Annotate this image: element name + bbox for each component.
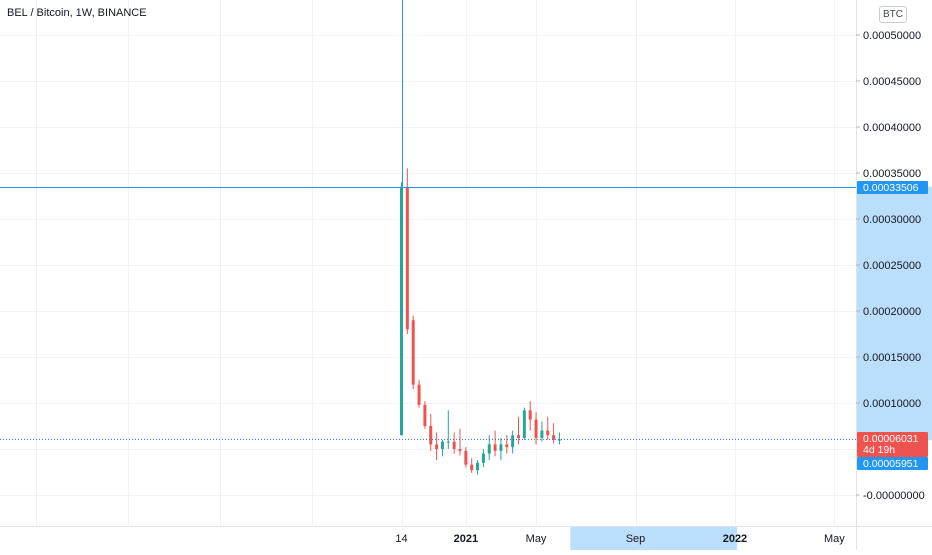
candle [511, 430, 515, 454]
candle-body [499, 444, 503, 451]
candle-body [435, 444, 439, 449]
y-tick-label: 0.00020000 [863, 306, 921, 318]
candle [440, 439, 444, 457]
current-price-tag-text: 4d 19h [863, 444, 895, 456]
candle-body [546, 430, 550, 436]
y-tick-label: 0.00045000 [863, 76, 921, 88]
x-tick-label: May [526, 533, 547, 545]
y-tick-label: 0.00035000 [863, 168, 921, 180]
candle [481, 449, 485, 468]
y-tick-label: 0.00025000 [863, 260, 921, 272]
chart-title: BEL / Bitcoin, 1W, BINANCE [7, 7, 147, 19]
candle [452, 432, 456, 454]
candle [557, 432, 561, 445]
candle-body [405, 186, 409, 330]
price-line-tag-text: 0.00005951 [863, 458, 919, 470]
price-line-tag: 0.00005951 [857, 457, 928, 470]
y-tick-label: -0.00000000 [863, 490, 925, 502]
candle-body [517, 435, 520, 438]
candle-body [528, 410, 532, 420]
candle [423, 401, 427, 429]
candle [470, 458, 474, 473]
y-tick-label: 0.00010000 [863, 398, 921, 410]
candle-body [557, 439, 561, 441]
candle [517, 416, 520, 445]
candle [528, 401, 532, 431]
candle-body [505, 444, 509, 448]
candle [522, 407, 526, 440]
horizontal-gridlines [0, 35, 856, 496]
candle [493, 430, 497, 457]
candle-body [540, 430, 544, 438]
candle-body [400, 186, 403, 436]
candle [546, 416, 550, 440]
candle-body [487, 444, 491, 454]
candle [417, 380, 421, 408]
candle-body [440, 441, 444, 449]
crosshair-price-tag: 0.00033506 [857, 181, 928, 194]
candle-body [411, 320, 415, 385]
candle [446, 410, 450, 449]
candle [464, 447, 468, 468]
x-tick-label: May [824, 533, 845, 545]
candle-body [452, 441, 456, 449]
candle [505, 435, 509, 454]
x-tick-label: 14 [395, 533, 407, 545]
time-axis-labels: 14 2021 May Sep 2022 May [395, 533, 845, 545]
candle [476, 460, 480, 475]
candle [540, 421, 544, 442]
candle-body [470, 464, 474, 471]
x-tick-label: Sep [626, 533, 646, 545]
price-axis-labels: 0.00050000 0.00045000 0.00040000 0.00035000… [856, 30, 925, 502]
candle-body [552, 435, 556, 440]
candle [405, 168, 409, 334]
candle [429, 414, 433, 451]
crosshair-price-tag-text: 0.00033506 [863, 182, 919, 194]
y-tick-label: 0.00030000 [863, 214, 921, 226]
candle [458, 428, 462, 456]
candle [499, 437, 503, 461]
candle-body [423, 404, 427, 426]
candle-body [522, 410, 526, 438]
candle-body [493, 444, 497, 451]
y-tick-label: 0.00015000 [863, 352, 921, 364]
candle-body [476, 462, 480, 471]
candle-body [446, 441, 450, 443]
current-price-tag-text: 0.00006031 [863, 433, 919, 445]
currency-badge[interactable]: BTC [879, 6, 907, 23]
candle-body [417, 384, 421, 405]
y-tick-label: 0.00050000 [863, 30, 921, 42]
candle-body [511, 435, 515, 448]
candle-body [458, 449, 462, 451]
x-axis-range-highlight [570, 527, 737, 550]
candle [400, 182, 403, 436]
x-tick-label: 2022 [723, 533, 747, 545]
y-axis-range-highlight [857, 186, 932, 441]
candle-body [481, 453, 485, 463]
candle [435, 432, 439, 461]
candle [411, 315, 415, 390]
candle-body [534, 419, 538, 438]
candle [552, 423, 556, 444]
candlestick-series [400, 168, 561, 475]
candle-body [464, 450, 468, 465]
y-tick-label: 0.00040000 [863, 122, 921, 134]
candle [534, 412, 538, 445]
x-tick-label: 2021 [454, 533, 478, 545]
candle-body [429, 426, 433, 445]
